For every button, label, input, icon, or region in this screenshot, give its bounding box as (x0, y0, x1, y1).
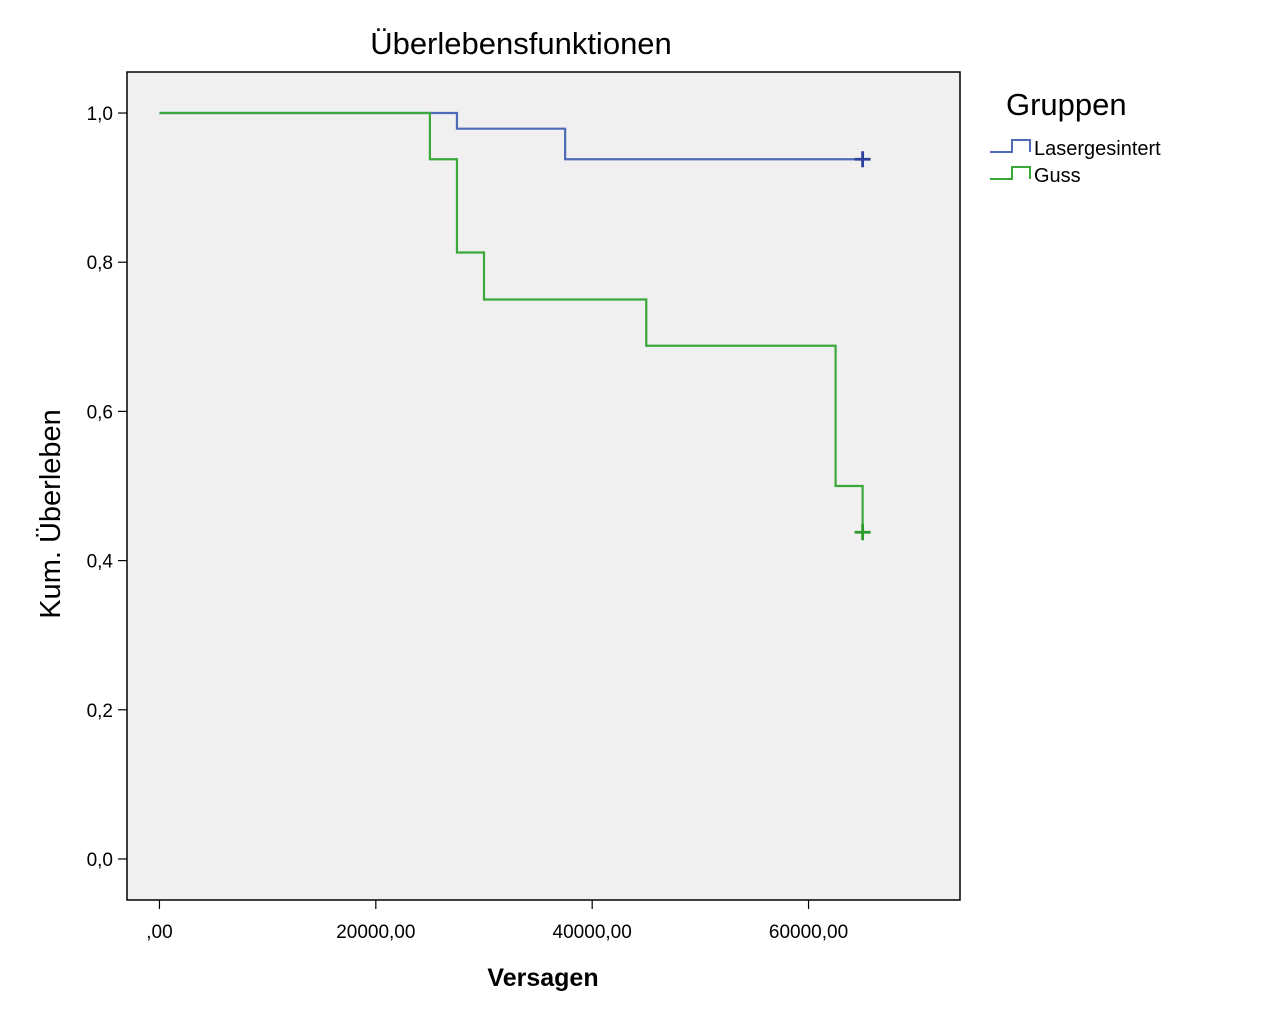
plot-area (126, 71, 961, 901)
legend-swatch (990, 139, 1031, 153)
y-tick-label: 0,0 (87, 850, 113, 871)
y-tick-label: 1,0 (87, 104, 113, 125)
legend-swatch (990, 166, 1031, 180)
chart-title: Überlebensfunktionen (370, 26, 672, 61)
y-tick-label: 0,2 (87, 701, 113, 722)
y-tick-label: 0,6 (87, 402, 113, 423)
legend-item-label: Lasergesintert (1034, 138, 1161, 160)
x-axis-label: Versagen (487, 964, 598, 992)
x-tick-label: ,00 (146, 922, 172, 943)
y-tick-label: 0,8 (87, 253, 113, 274)
x-tick-label: 40000,00 (553, 922, 632, 943)
x-tick-label: 20000,00 (336, 922, 415, 943)
x-axis: ,00 20000,00 40000,00 60000,00 (146, 900, 848, 943)
series-layer (159, 111, 871, 541)
legend: Gruppen Lasergesintert Guss (990, 87, 1161, 187)
y-axis: 0,0 0,2 0,4 0,6 0,8 1,0 (87, 104, 127, 871)
legend-title: Gruppen (1006, 87, 1127, 122)
y-tick-label: 0,4 (87, 552, 114, 573)
censor-mark (854, 524, 871, 541)
x-tick-label: 60000,00 (769, 922, 848, 943)
y-axis-label: Kum. Überleben (35, 409, 67, 619)
legend-item-label: Guss (1034, 165, 1081, 187)
series-line-2 (159, 111, 864, 533)
censor-mark (854, 151, 871, 168)
